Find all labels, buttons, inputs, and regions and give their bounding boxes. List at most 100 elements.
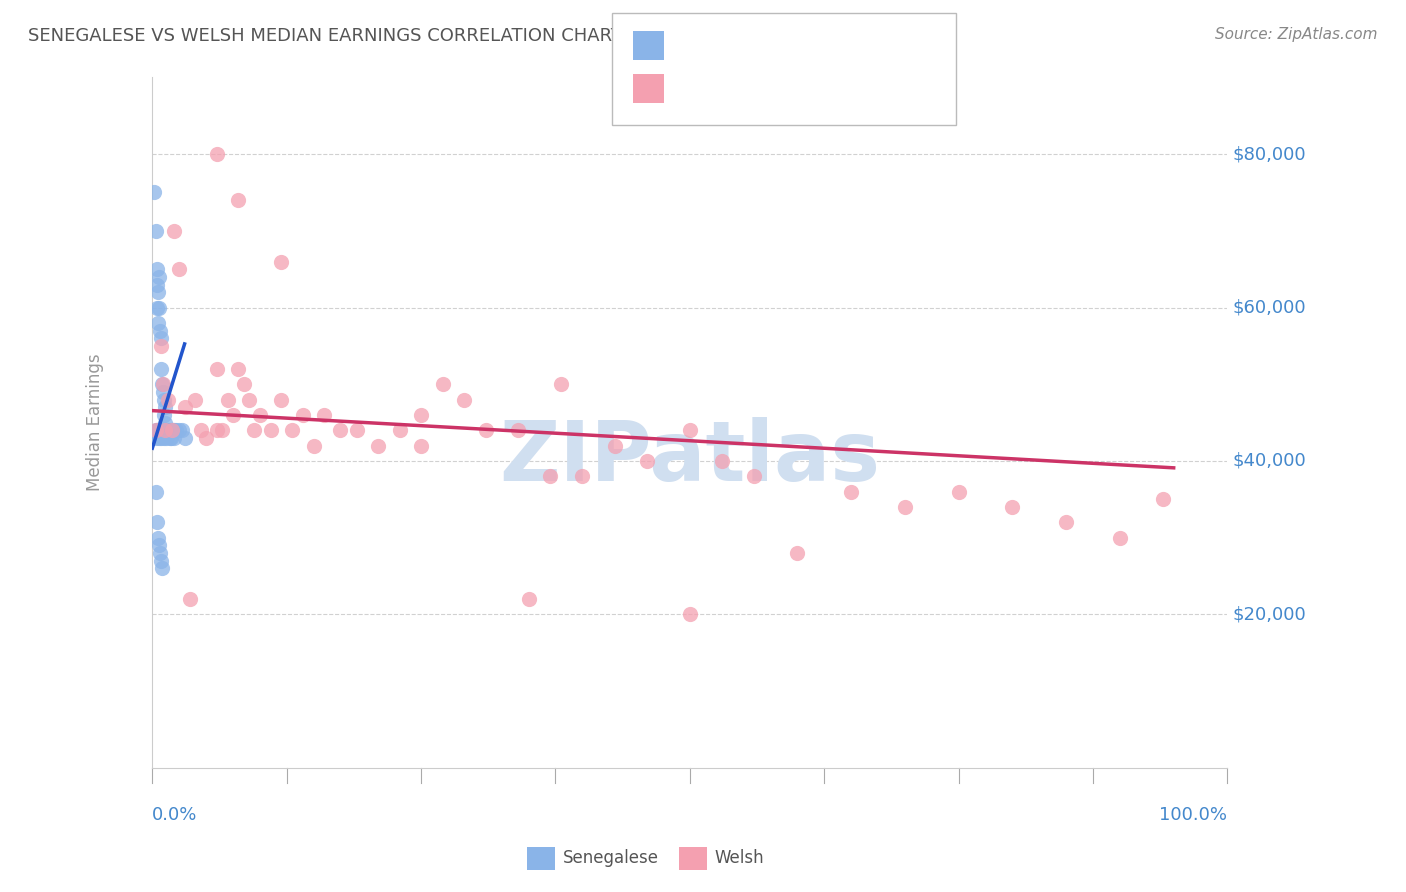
Point [163,423,186,437]
Point [146,316,169,330]
Point [411,408,433,422]
Text: R = -0.185: R = -0.185 [672,79,761,97]
Point [538,469,561,483]
Point [367,439,389,453]
Point [145,423,167,437]
Text: Senegalese: Senegalese [562,849,658,867]
Point [211,423,233,437]
Point [474,423,496,437]
Point [205,362,228,376]
Point [156,423,179,437]
Point [159,423,181,437]
Text: $20,000: $20,000 [1233,606,1306,624]
Point [145,301,167,315]
Point [1152,492,1174,507]
Point [145,277,167,292]
Point [786,546,808,560]
Point [165,423,187,437]
Point [894,500,917,514]
Point [173,401,195,415]
Point [159,431,181,445]
Point [150,561,173,575]
Point [346,423,368,437]
Point [157,392,180,407]
Point [679,423,702,437]
Point [153,408,176,422]
Point [155,431,177,445]
Text: 60: 60 [841,79,866,97]
Point [149,331,172,345]
Point [143,186,166,200]
Point [506,423,529,437]
Point [157,423,180,437]
Text: 100.0%: 100.0% [1160,805,1227,823]
Point [259,423,281,437]
Point [679,607,702,622]
Point [152,377,174,392]
Text: Welsh: Welsh [714,849,763,867]
Text: SENEGALESE VS WELSH MEDIAN EARNINGS CORRELATION CHART: SENEGALESE VS WELSH MEDIAN EARNINGS CORR… [28,27,621,45]
Point [149,324,172,338]
Point [329,423,352,437]
Point [281,423,304,437]
Point [149,554,172,568]
Point [411,439,433,453]
Point [270,392,292,407]
Point [205,423,228,437]
Point [163,431,186,445]
Point [167,423,190,437]
Point [179,591,201,606]
Point [173,431,195,445]
Point [550,377,572,392]
Point [149,431,172,445]
Point [155,423,177,437]
Text: 0.0%: 0.0% [152,805,198,823]
Point [153,431,176,445]
Point [232,377,254,392]
Point [190,423,212,437]
Point [146,531,169,545]
Point [148,538,170,552]
Point [432,377,454,392]
Point [145,224,167,238]
Text: $40,000: $40,000 [1233,452,1306,470]
Text: ZIPatlas: ZIPatlas [499,417,880,498]
Text: Median Earnings: Median Earnings [86,354,104,491]
Point [270,254,292,268]
Point [149,339,172,353]
Point [145,431,167,445]
Point [744,469,766,483]
Text: R =  0.291: R = 0.291 [672,37,761,54]
Point [1109,531,1132,545]
Point [302,439,325,453]
Point [1054,516,1077,530]
Text: N =: N = [808,37,845,54]
Text: N =: N = [808,79,845,97]
Point [228,362,250,376]
Point [155,423,177,437]
Point [150,377,173,392]
Point [314,408,336,422]
Point [148,431,170,445]
Point [167,262,190,277]
Point [150,423,173,437]
Point [152,423,174,437]
Text: $80,000: $80,000 [1233,145,1306,163]
Point [238,392,260,407]
Point [453,392,475,407]
Point [145,516,167,530]
Point [195,431,218,445]
Text: $60,000: $60,000 [1233,299,1306,317]
Point [160,423,183,437]
Point [172,423,194,437]
Point [159,431,181,445]
Point [155,416,177,430]
Point [243,423,266,437]
Point [388,423,411,437]
Point [711,454,734,468]
Text: Source: ZipAtlas.com: Source: ZipAtlas.com [1215,27,1378,42]
Point [291,408,314,422]
Point [217,392,239,407]
Point [517,591,540,606]
Point [156,423,179,437]
